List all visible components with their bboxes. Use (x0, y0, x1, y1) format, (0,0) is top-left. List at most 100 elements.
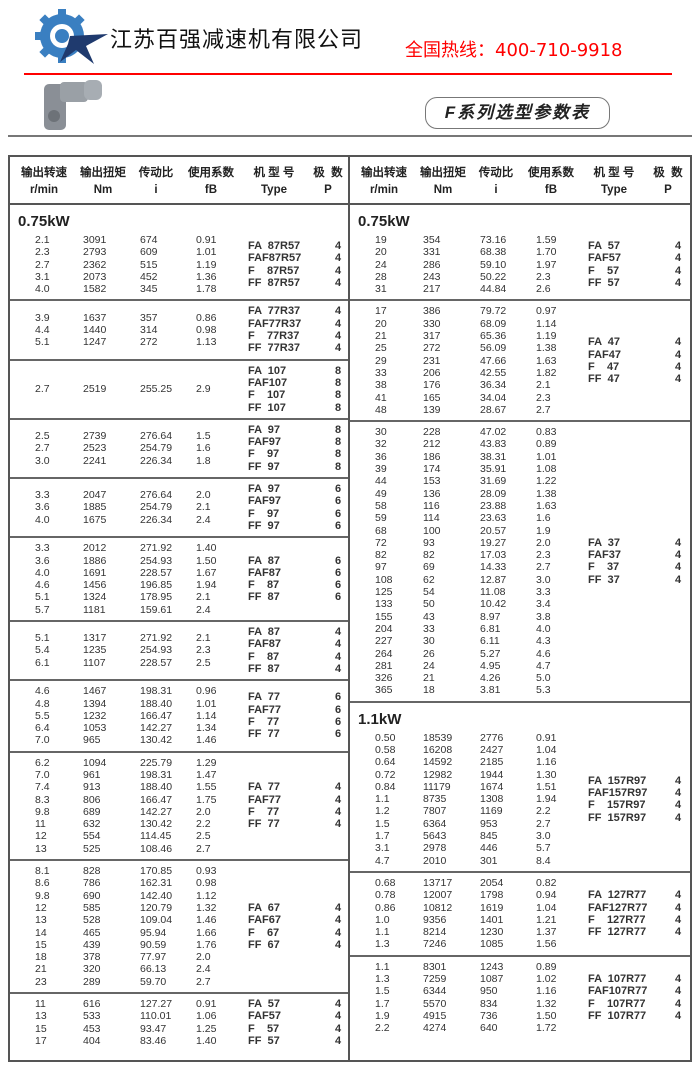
column-header-cn: 输出转速 (361, 167, 407, 179)
table-cell: 18539 (423, 731, 453, 744)
table-cell: 13 (35, 842, 47, 855)
table-cell: 0.91 (536, 731, 557, 744)
table-cell: 1.30 (536, 768, 557, 781)
table-cell: 0.64 (375, 756, 396, 769)
pole-count: 4 (674, 913, 682, 926)
model-type: FF 47 (588, 373, 620, 386)
column-header-cn: 传动比 (478, 167, 514, 179)
table-cell: 44.84 (480, 283, 507, 296)
pole-count: 4 (334, 793, 342, 806)
table-cell: 0.89 (536, 960, 557, 973)
table-cell: 5643 (423, 830, 447, 843)
table-cell: 68.09 (480, 317, 507, 330)
table-cell: 11179 (423, 780, 451, 793)
table-cell: 3.1 (375, 842, 390, 855)
table-cell: 786 (83, 877, 101, 890)
page-header: 江苏百强减速机有限公司 全国热线：400-710-9918 F系列选型参数表 (0, 0, 700, 150)
table-cell: 29 (375, 354, 387, 367)
table-cell: 227 (375, 635, 393, 648)
table-cell: 54 (423, 586, 435, 599)
table-cell: 170.85 (140, 865, 173, 878)
column-header-en: P (324, 184, 332, 196)
table-cell: 1.13 (196, 336, 217, 349)
table-cell: 7.4 (35, 781, 50, 794)
table-cell: 533 (83, 1010, 101, 1023)
table-cell: 1085 (480, 938, 504, 951)
table-cell: 1308 (480, 793, 504, 806)
pole-count: 4 (334, 1034, 342, 1047)
model-type: FF 87R57 (248, 277, 300, 290)
table-cell: 2978 (423, 842, 447, 855)
table-cell: 1094 (83, 756, 107, 769)
table-cell: 188.40 (140, 781, 173, 794)
type-pole-list: FA 77R37 4 FAF77R37 4 F 77R37 4 FF 77R37 4 (242, 305, 348, 354)
table-cell: 93 (423, 536, 435, 549)
table-cell: 108.46 (140, 842, 173, 855)
table-cell: 2776 (480, 731, 504, 744)
data-rows: 3.9 1637 357 0.86 4.4 1440 314 0.98 5.1 1247 272 1.… (10, 305, 242, 354)
table-cell: 609 (140, 246, 158, 259)
table-cell: 0.68 (375, 876, 396, 889)
pole-count: 4 (674, 799, 682, 812)
table-cell: 0.96 (196, 685, 217, 698)
table-cell: 5.27 (480, 647, 501, 660)
table-cell: 1.56 (536, 938, 557, 951)
table-cell: 166.47 (140, 793, 173, 806)
table-cell: 1.04 (536, 743, 557, 756)
type-line: F 87R57 4 (248, 265, 348, 277)
pole-count: 4 (334, 818, 342, 831)
type-pole-list: FA 127R77 4 FAF127R77 4 F 127R77 4 FF 127R77 4 (582, 877, 688, 951)
table-cell: 254.79 (140, 501, 173, 514)
type-line: FF 37 4 (588, 574, 688, 586)
table-cell: 12982 (423, 768, 453, 781)
model-type: F 67 (248, 926, 280, 939)
type-line: FA 97 6 (248, 483, 348, 495)
model-type: F 87 (248, 650, 280, 663)
type-line: FF 57 4 (248, 1035, 348, 1047)
table-cell: 9.8 (35, 805, 50, 818)
type-line: FF 157R97 4 (588, 812, 688, 824)
model-type: FAF87 (248, 566, 282, 579)
table-cell: 255.25 (140, 383, 173, 396)
model-type: FA 127R77 (588, 889, 647, 902)
table-cell: 2.7 (196, 842, 211, 855)
column-header-en: r/min (29, 184, 59, 196)
table-cell: 243 (423, 270, 441, 283)
table-cell: 28.09 (480, 487, 507, 500)
type-line: FAF77 4 (248, 794, 348, 806)
pole-count: 4 (334, 650, 342, 663)
table-cell: 0.78 (375, 889, 396, 902)
table-cell: 0.98 (196, 323, 217, 336)
type-pole-list: FA 107R77 4 FAF107R77 4 F 107R77 4 FF 107R77 4 (582, 961, 688, 1035)
table-cell: 453 (83, 1022, 101, 1035)
model-type: F 107 (248, 389, 286, 402)
table-cell: 3.0 (536, 830, 551, 843)
table-cell: 68.38 (480, 246, 507, 259)
table-cell: 1.2 (375, 805, 390, 818)
type-line: FF 57 4 (588, 277, 688, 289)
type-line: FAF67 4 (248, 914, 348, 926)
table-cell: 2362 (83, 258, 107, 271)
table-cell: 0.91 (196, 998, 217, 1011)
table-cell: 59 (375, 512, 387, 525)
table-cell: 1619 (480, 901, 504, 914)
column-header-cn: 机 型 号 (253, 167, 295, 179)
type-line: FF 47 4 (588, 373, 688, 385)
pole-count: 6 (334, 579, 342, 592)
table-cell: 0.86 (196, 311, 217, 324)
table-cell: 225.79 (140, 756, 173, 769)
table-cell: 5.0 (536, 672, 551, 685)
table-cell: 7259 (423, 973, 447, 986)
table-cell: 1.94 (196, 579, 217, 592)
table-cell: 1.32 (196, 901, 217, 914)
pole-count: 4 (334, 638, 342, 651)
table-cell: 264 (375, 647, 393, 660)
type-line: FF 87 6 (248, 591, 348, 603)
table-cell: 1.6 (536, 512, 551, 525)
table-cell: 4.0 (35, 513, 50, 526)
table-cell: 1107 (83, 656, 106, 669)
table-cell: 913 (83, 781, 101, 794)
pole-count: 6 (334, 703, 342, 716)
pole-count: 6 (334, 495, 342, 508)
table-cell: 515 (140, 258, 158, 271)
